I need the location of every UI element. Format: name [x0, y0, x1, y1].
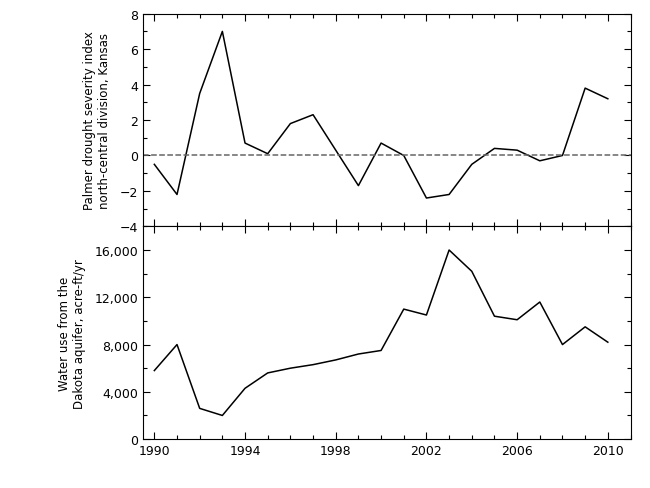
- Y-axis label: Water use from the
Dakota aquifer, acre-ft/yr: Water use from the Dakota aquifer, acre-…: [58, 258, 86, 408]
- Y-axis label: Palmer drought severity index
north-central division, Kansas: Palmer drought severity index north-cent…: [83, 32, 111, 210]
